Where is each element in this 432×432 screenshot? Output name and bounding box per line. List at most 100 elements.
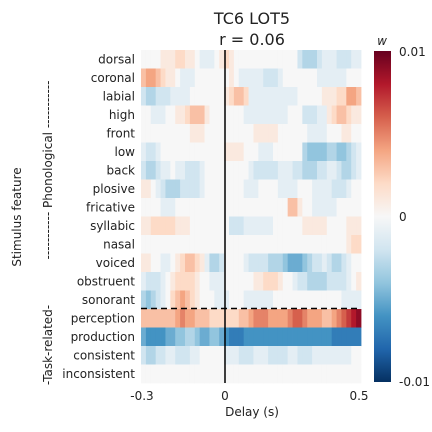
heatmap-cell — [317, 87, 323, 106]
heatmap-cell — [180, 216, 186, 236]
heatmap-cell — [321, 161, 328, 180]
heatmap-cell — [214, 198, 220, 217]
heatmap-cell — [307, 235, 313, 254]
heatmap-cell — [268, 87, 274, 106]
heatmap-cell — [248, 179, 254, 199]
heatmap-cell — [292, 253, 298, 273]
heatmap-cell — [302, 346, 308, 365]
heatmap-cell — [219, 309, 225, 328]
heatmap-cell — [277, 68, 284, 88]
heatmap-cell — [204, 124, 210, 143]
heatmap-cell — [185, 253, 191, 273]
heatmap-cell — [243, 216, 249, 236]
heatmap-cell — [268, 216, 274, 236]
heatmap-cell — [204, 87, 210, 106]
heatmap-cell — [287, 50, 293, 69]
heatmap-cell — [292, 50, 298, 69]
heatmap-cell — [194, 216, 201, 236]
heatmap-cell — [258, 253, 264, 273]
heatmap-cell — [175, 327, 181, 347]
heatmap-cell — [189, 327, 196, 347]
heatmap-cell — [273, 327, 279, 347]
heatmap-cell — [268, 179, 274, 199]
heatmap-cell — [302, 253, 308, 273]
heatmap-cell — [331, 309, 337, 328]
heatmap-cell — [248, 68, 254, 88]
heatmap-cell — [248, 198, 254, 217]
heatmap-cell — [253, 124, 259, 143]
heatmap-cell — [243, 235, 249, 254]
heatmap-cell — [317, 216, 323, 236]
heatmap-cell — [282, 161, 289, 180]
heatmap-cell — [258, 235, 264, 254]
heatmap-cell — [238, 327, 245, 347]
heatmap-cell — [346, 346, 352, 365]
heatmap-cell — [219, 346, 225, 365]
heatmap-cell — [238, 179, 245, 199]
heatmap-cell — [297, 216, 303, 236]
heatmap-cell — [273, 124, 279, 143]
heatmap-cell — [331, 105, 337, 125]
heatmap-cell — [229, 50, 235, 69]
heatmap-cell — [292, 327, 298, 347]
heatmap-cell — [175, 68, 181, 88]
heatmap-cell — [326, 235, 333, 254]
heatmap-cell — [297, 309, 303, 328]
chart-subtitle: r = 0.06 — [219, 30, 285, 49]
heatmap-cell — [356, 346, 362, 365]
y-axis-label: Stimulus feature — [10, 167, 24, 266]
heatmap-cell — [243, 309, 249, 328]
heatmap-cell — [336, 290, 342, 310]
heatmap-cell — [248, 309, 254, 328]
heatmap-cell — [292, 272, 298, 291]
heatmap-cell — [351, 50, 357, 69]
heatmap-cell — [233, 346, 240, 365]
heatmap-cell — [150, 161, 157, 180]
heatmap-cell — [292, 179, 298, 199]
heatmap-cell — [268, 142, 274, 162]
heatmap-cell — [170, 179, 176, 199]
heatmap-cell — [326, 309, 333, 328]
heatmap-cell — [331, 68, 337, 88]
heatmap-cell — [292, 364, 298, 384]
heatmap-cell — [194, 161, 201, 180]
heatmap-cell — [141, 216, 147, 236]
heatmap-cell — [248, 142, 254, 162]
y-tick-label-production: production — [71, 330, 135, 344]
heatmap-cell — [263, 216, 269, 236]
y-tick-label-sonorant: sonorant — [82, 293, 135, 307]
heatmap-cell — [170, 124, 176, 143]
heatmap-cell — [287, 346, 293, 365]
heatmap-cell — [253, 235, 259, 254]
heatmap-cell — [199, 50, 205, 69]
heatmap-cell — [297, 364, 303, 384]
heatmap-cell — [336, 87, 342, 106]
heatmap-cell — [321, 198, 328, 217]
heatmap-cell — [312, 198, 318, 217]
heatmap-cell — [214, 87, 220, 106]
heatmap-cell — [253, 105, 259, 125]
heatmap-cell — [238, 216, 245, 236]
heatmap-cell — [165, 68, 171, 88]
heatmap-cell — [243, 179, 249, 199]
heatmap-cell — [165, 235, 171, 254]
heatmap-cell — [287, 364, 293, 384]
heatmap-cell — [351, 253, 357, 273]
heatmap-cell — [170, 216, 176, 236]
heatmap-cell — [238, 124, 245, 143]
heatmap-cell — [209, 327, 215, 347]
heatmap-cell — [229, 179, 235, 199]
heatmap-cell — [282, 179, 289, 199]
heatmap-cell — [258, 364, 264, 384]
heatmap-cell — [189, 87, 196, 106]
colorbar-tick-min: -0.01 — [399, 375, 430, 389]
heatmap-cell — [346, 124, 352, 143]
heatmap-cell — [292, 216, 298, 236]
heatmap-cell — [180, 142, 186, 162]
heatmap-cell — [307, 87, 313, 106]
heatmap-cell — [321, 179, 328, 199]
heatmap-cell — [233, 327, 240, 347]
heatmap-cell — [189, 309, 196, 328]
heatmap-cell — [297, 327, 303, 347]
